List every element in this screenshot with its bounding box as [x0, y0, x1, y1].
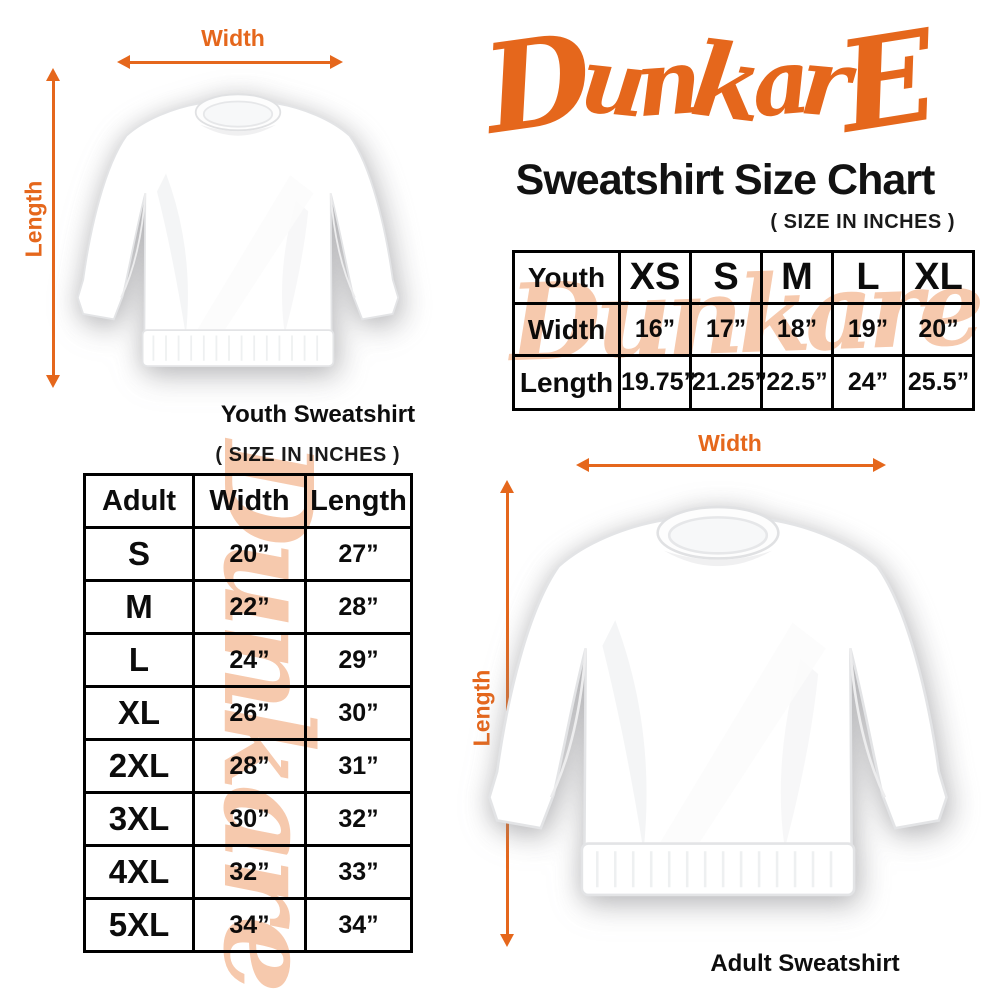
table-cell: 5XL [83, 897, 195, 953]
table-cell: 30” [304, 685, 413, 741]
table-cell: 32” [192, 844, 307, 900]
table-cell: Width [512, 302, 621, 357]
table-header-cell: S [689, 250, 763, 305]
table-row: Length 19.75” 21.25” 22.5” 24” 25.5” [512, 354, 975, 411]
table-cell: 17” [689, 302, 763, 357]
youth-width-label: Width [201, 25, 265, 51]
youth-caption: Youth Sweatshirt [220, 401, 416, 428]
table-row: M 22” 28” [83, 579, 413, 635]
youth-size-note: ( SIZE IN INCHES ) [770, 211, 955, 233]
table-cell: 26” [192, 685, 307, 741]
table-cell: 28” [192, 738, 307, 794]
table-cell: 31” [304, 738, 413, 794]
adult-width-arrow-icon [576, 458, 886, 472]
table-cell: 33” [304, 844, 413, 900]
table-row: 2XL 28” 31” [83, 738, 413, 794]
table-cell: 25.5” [902, 354, 975, 411]
table-cell: 2XL [83, 738, 195, 794]
table-cell: 24” [192, 632, 307, 688]
adult-width-label: Width [698, 430, 762, 456]
youth-width-arrow-icon [117, 55, 343, 69]
table-header-cell: Youth [512, 250, 621, 305]
table-cell: 27” [304, 526, 413, 582]
table-cell: 34” [304, 897, 413, 953]
table-cell: 16” [618, 302, 692, 357]
table-cell: 22.5” [760, 354, 834, 411]
table-row: XL 26” 30” [83, 685, 413, 741]
table-header-cell: Width [192, 473, 307, 529]
table-row: Youth XS S M L XL [512, 250, 975, 305]
table-header-cell: XS [618, 250, 692, 305]
youth-sweatshirt-image [76, 93, 400, 367]
table-cell: 19” [831, 302, 905, 357]
table-row: L 24” 29” [83, 632, 413, 688]
table-header-cell: M [760, 250, 834, 305]
table-row: Width 16” 17” 18” 19” 20” [512, 302, 975, 357]
table-cell: 20” [192, 526, 307, 582]
table-cell: 22” [192, 579, 307, 635]
table-cell: 3XL [83, 791, 195, 847]
adult-size-table: Adult Width Length S 20” 27” M 22” 28” L… [83, 473, 413, 953]
adult-sweatshirt-image [488, 505, 948, 897]
adult-size-note: ( SIZE IN INCHES ) [215, 444, 400, 466]
table-header-cell: L [831, 250, 905, 305]
table-cell: 4XL [83, 844, 195, 900]
table-row: 3XL 30” 32” [83, 791, 413, 847]
table-row: Adult Width Length [83, 473, 413, 529]
table-cell: 32” [304, 791, 413, 847]
table-cell: XL [83, 685, 195, 741]
table-cell: 20” [902, 302, 975, 357]
table-cell: 34” [192, 897, 307, 953]
table-cell: 30” [192, 791, 307, 847]
table-row: 4XL 32” 33” [83, 844, 413, 900]
youth-size-table: Youth XS S M L XL Width 16” 17” 18” 19” … [512, 250, 975, 411]
table-cell: M [83, 579, 195, 635]
table-cell: 21.25” [689, 354, 767, 411]
table-cell: 29” [304, 632, 413, 688]
table-row: 5XL 34” 34” [83, 897, 413, 953]
table-cell: 18” [760, 302, 834, 357]
table-cell: Length [512, 354, 621, 411]
youth-length-label: Length [20, 180, 47, 258]
adult-caption: Adult Sweatshirt [710, 950, 900, 977]
page-title: Sweatshirt Size Chart [515, 156, 936, 204]
table-row: S 20” 27” [83, 526, 413, 582]
table-cell: L [83, 632, 195, 688]
table-cell: 28” [304, 579, 413, 635]
table-header-cell: Adult [83, 473, 195, 529]
table-header-cell: XL [902, 250, 975, 305]
table-cell: 19.75” [618, 354, 696, 411]
table-header-cell: Length [304, 473, 413, 529]
table-cell: S [83, 526, 195, 582]
youth-length-arrow-icon [46, 68, 60, 388]
table-cell: 24” [831, 354, 905, 411]
